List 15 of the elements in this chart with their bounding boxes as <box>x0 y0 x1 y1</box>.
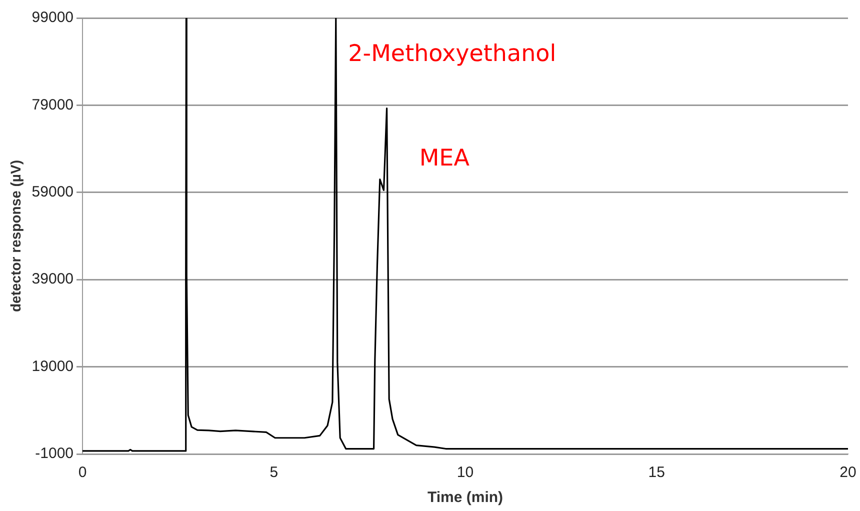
x-tick-label: 20 <box>840 464 856 482</box>
y-tick-label: 59000 <box>32 184 74 201</box>
x-tick-label: 15 <box>648 464 665 482</box>
x-tick-label: 5 <box>270 464 278 482</box>
x-tick-label: 10 <box>456 464 474 482</box>
x-tick-label: 0 <box>78 464 87 482</box>
y-tick-label: 19000 <box>32 358 74 375</box>
y-tick-label: -1000 <box>35 445 74 462</box>
y-axis-title: detector response (µV) <box>7 160 24 312</box>
annotation: MEA <box>419 146 470 172</box>
annotation: 2-Methoxyethanol <box>348 41 556 68</box>
y-tick-label: 99000 <box>32 9 74 26</box>
y-tick-label: 39000 <box>32 270 74 288</box>
x-axis-title: Time (min) <box>427 489 504 506</box>
y-tick-label: 79000 <box>32 96 74 114</box>
